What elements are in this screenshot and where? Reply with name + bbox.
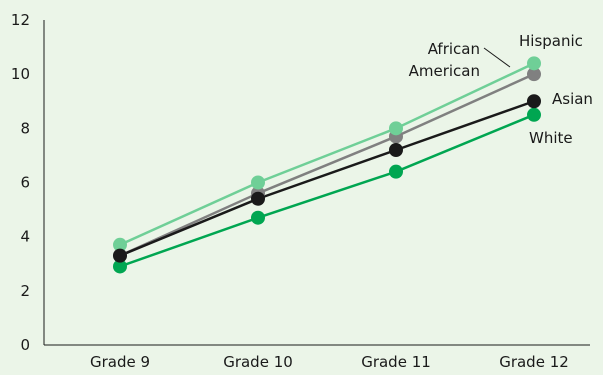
series-label-african-american-line1: African: [428, 40, 480, 58]
data-point-african-american: [527, 67, 541, 82]
data-point-white: [389, 164, 403, 179]
x-tick-label: Grade 10: [223, 353, 293, 371]
data-point-asian: [527, 94, 541, 109]
series-points: [113, 56, 541, 274]
series-line-african-american: [119, 73, 535, 257]
data-point-asian: [113, 248, 127, 263]
y-tick-label: 6: [20, 174, 30, 192]
y-tick-label: 12: [11, 11, 30, 29]
y-tick-labels: 0 2 4 6 8 10 12: [11, 11, 30, 354]
x-tick-label: Grade 12: [499, 353, 569, 371]
series-line-asian: [119, 100, 535, 257]
x-tick-label: Grade 11: [361, 353, 431, 371]
series-line-white: [119, 113, 535, 268]
y-tick-label: 10: [11, 65, 30, 83]
series-line-hispanic: [119, 62, 535, 246]
data-point-white: [527, 107, 541, 122]
data-point-asian: [389, 143, 403, 157]
y-tick-label: 0: [20, 336, 30, 354]
data-point-hispanic: [389, 121, 403, 136]
data-point-hispanic: [251, 175, 265, 190]
data-point-hispanic: [527, 56, 541, 71]
x-tick-label: Grade 9: [90, 353, 150, 371]
y-tick-label: 8: [20, 119, 30, 137]
data-point-hispanic: [113, 237, 127, 252]
axes: [43, 20, 590, 346]
african-american-leader-line: [483, 47, 511, 68]
series-label-asian: Asian: [552, 90, 593, 108]
x-tick-labels: Grade 9 Grade 10 Grade 11 Grade 12: [90, 353, 569, 371]
series-label-white: White: [529, 129, 573, 147]
data-point-white: [251, 210, 265, 225]
series-label-african-american-line2: American: [409, 62, 480, 80]
series-lines: [119, 62, 535, 268]
y-tick-label: 4: [20, 228, 30, 246]
y-tick-label: 2: [20, 282, 30, 300]
data-point-asian: [251, 191, 265, 206]
series-annotations: Hispanic African American Asian White: [409, 32, 593, 147]
data-point-white: [113, 259, 127, 274]
series-label-hispanic: Hispanic: [519, 32, 583, 50]
